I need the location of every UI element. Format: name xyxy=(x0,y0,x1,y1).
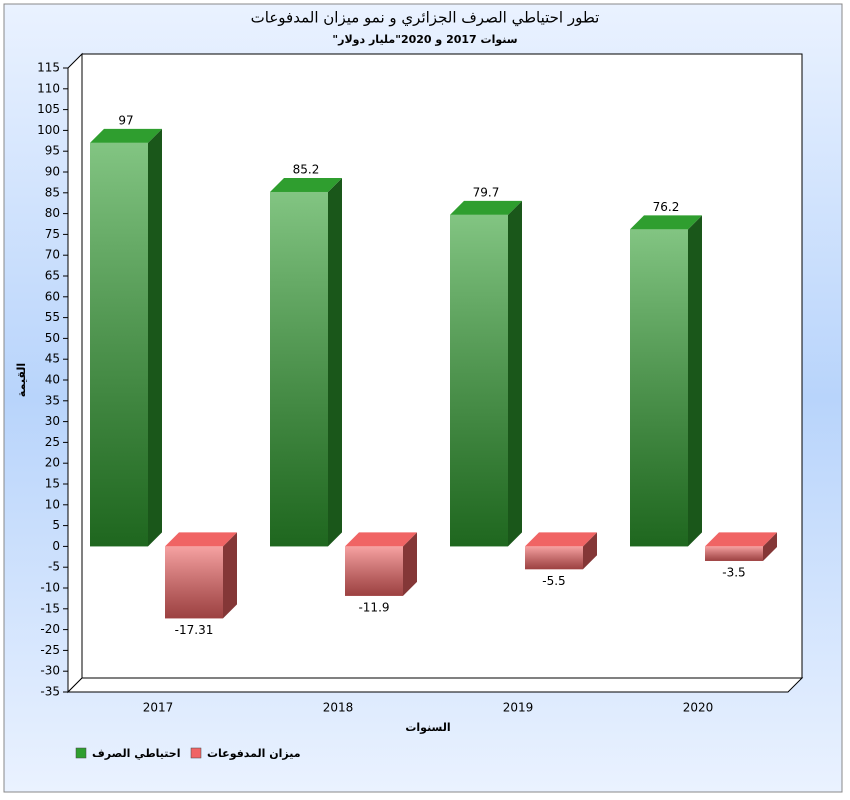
bar-shade xyxy=(345,546,403,596)
legend-swatch xyxy=(190,747,202,759)
bar-shade xyxy=(270,191,328,547)
bar-shade xyxy=(630,229,688,547)
x-tick-label: 2020 xyxy=(683,701,714,715)
x-tick-label: 2018 xyxy=(323,701,354,715)
y-tick-label: 95 xyxy=(45,144,60,158)
bar-top xyxy=(165,532,237,547)
value-label: 79.7 xyxy=(473,185,500,199)
bar-side xyxy=(223,532,237,619)
y-tick-label: 45 xyxy=(45,352,60,366)
legend-swatch xyxy=(75,747,87,759)
bar-top xyxy=(345,532,417,547)
bar-top xyxy=(90,128,162,143)
y-tick-label: 110 xyxy=(37,81,60,95)
value-label: -11.9 xyxy=(358,600,389,614)
chart-subtitle: "سنوات 2017 و 2020"مليار دولار xyxy=(332,33,517,46)
value-label: 97 xyxy=(118,113,133,127)
y-tick-label: 75 xyxy=(45,227,60,241)
bar-top xyxy=(705,532,777,547)
y-tick-label: 15 xyxy=(45,477,60,491)
y-tick-label: 55 xyxy=(45,310,60,324)
bar-side xyxy=(583,532,597,570)
bar-top xyxy=(450,200,522,215)
bar-side xyxy=(763,532,777,561)
y-tick-label: -20 xyxy=(40,622,60,636)
y-tick-label: 90 xyxy=(45,165,60,179)
y-tick-label: 30 xyxy=(45,414,60,428)
y-tick-label: -30 xyxy=(40,664,60,678)
bar-top xyxy=(270,177,342,192)
bar-shade xyxy=(450,214,508,547)
y-tick-label: 100 xyxy=(37,123,60,137)
bar-top xyxy=(630,215,702,230)
chart-title: تطور احتياطي الصرف الجزائري و نمو ميزان … xyxy=(251,9,600,28)
bar-side xyxy=(403,532,417,596)
value-label: -5.5 xyxy=(542,574,565,588)
y-tick-label: -10 xyxy=(40,581,60,595)
y-tick-label: 105 xyxy=(37,102,60,116)
bar-top xyxy=(525,532,597,547)
y-tick-label: 20 xyxy=(45,456,60,470)
bar-shade xyxy=(165,546,223,619)
floor xyxy=(66,677,804,693)
y-tick-label: 65 xyxy=(45,269,60,283)
y-tick-label: 80 xyxy=(45,206,60,220)
y-tick-label: 35 xyxy=(45,393,60,407)
value-label: -17.31 xyxy=(175,623,214,637)
x-tick-label: 2017 xyxy=(143,701,174,715)
y-axis-label: القيمة xyxy=(15,363,28,397)
bar-shade xyxy=(90,142,148,547)
x-axis-label: السنوات xyxy=(405,721,450,734)
y-tick-label: -15 xyxy=(40,601,60,615)
bar-side xyxy=(688,215,702,547)
y-tick-label: 25 xyxy=(45,435,60,449)
y-tick-label: 50 xyxy=(45,331,60,345)
bar-side xyxy=(148,128,162,547)
bar-side xyxy=(328,177,342,547)
value-label: -3.5 xyxy=(722,565,745,579)
bar-side xyxy=(508,200,522,547)
legend-label: ميزان المدفوعات xyxy=(207,747,301,760)
y-tick-label: 40 xyxy=(45,373,60,387)
bar-shade xyxy=(705,546,763,561)
y-tick-label: 0 xyxy=(52,539,60,553)
legend-label: احتياطي الصرف xyxy=(92,747,181,760)
y-tick-label: -25 xyxy=(40,643,60,657)
bar-shade xyxy=(525,546,583,570)
y-tick-label: -5 xyxy=(48,560,60,574)
y-tick-label: 5 xyxy=(52,518,60,532)
y-tick-label: 10 xyxy=(45,497,60,511)
y-tick-label: 60 xyxy=(45,289,60,303)
left-wall xyxy=(67,52,83,694)
value-label: 85.2 xyxy=(293,162,320,176)
y-tick-label: 115 xyxy=(37,61,60,75)
y-tick-label: 70 xyxy=(45,248,60,262)
y-tick-label: 85 xyxy=(45,185,60,199)
y-tick-label: -35 xyxy=(40,685,60,699)
value-label: 76.2 xyxy=(653,200,680,214)
x-tick-label: 2019 xyxy=(503,701,534,715)
